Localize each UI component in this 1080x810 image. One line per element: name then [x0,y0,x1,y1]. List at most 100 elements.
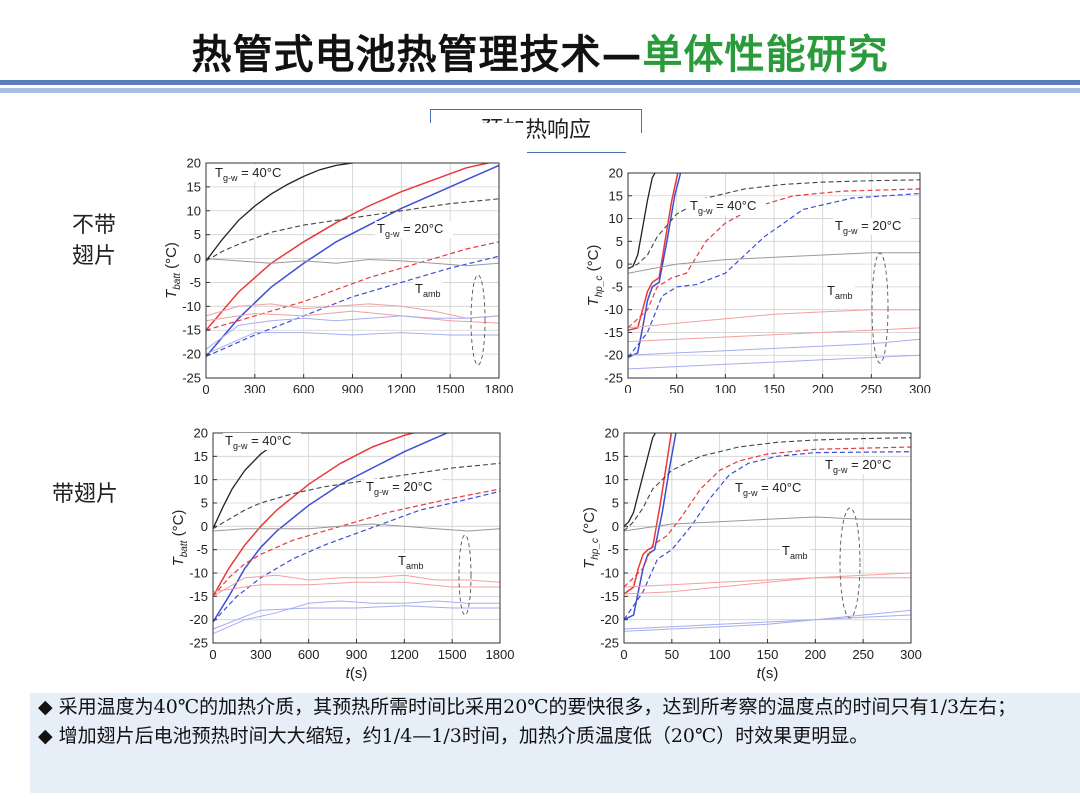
series-line-40c-blue-solid-2 [205,164,500,357]
plot-right-mask [500,433,530,643]
series-line-40c-blue-solid-2 [212,430,453,623]
annotation-bg [780,543,810,560]
x-tick-label: 600 [298,647,320,662]
y-tick-label: -15 [182,323,201,338]
plot-top-mask [204,123,527,163]
note-1-bullet: ◆ [38,696,53,718]
chart-no-fins-battery-temp: 0 300 600 900 1200 1500 1800-25-20-15-10-50510… [163,123,529,417]
plot-top-mask [622,393,939,433]
annotation-bg [213,165,291,182]
y-tick-label: -20 [600,612,619,627]
ambient-group-ellipse [871,252,889,364]
y-tick-label: -15 [600,589,619,604]
y-tick-label: 10 [194,472,208,487]
series-line-amb-blue-light-9 [623,614,912,630]
note-2-bullet: ◆ [38,725,53,747]
y-tick-label: -5 [607,542,619,557]
note-2-text: 增加翅片后电池预热时间大大缩短，约1/4—1/3时间，加热介质温度低（20℃）时… [58,725,869,747]
annotation-bg [833,218,911,235]
plot-right-mask [911,433,941,643]
plot-top-mask [626,133,948,173]
series-line-20c-red-dashed-4 [212,488,501,597]
series-line-amb-red-light-7 [205,303,500,319]
series-line-amb-red-light-8 [623,577,911,588]
series-line-40c-black-dashed-3 [205,198,500,262]
x-tick-label: 0 [202,382,209,397]
y-tick-label: 15 [609,188,623,203]
note-1-text: 采用温度为40℃的加热介质，其预热所需时间比采用20℃的要快很多，达到所考察的温… [58,696,1017,718]
series-line-amb-red-light-7 [627,309,920,329]
annotation-label: Tg-w = 40°C [225,433,291,451]
y-tick-label: 5 [201,496,208,511]
plot-top-mask [211,393,528,433]
series-line-amb-gray-light-6 [205,258,500,267]
series-line-amb-red-light-8 [205,310,500,324]
y-tick-label: -25 [182,371,201,386]
x-tick-label: 1800 [486,647,515,662]
series-line-20c-red-dashed-4 [623,446,912,588]
series-line-amb-gray-light-6 [212,523,501,532]
page-title: 热管式电池热管理技术—单体性能研究 [0,22,1080,80]
annotation-label: Tamb [827,283,852,301]
annotation-label: Tamb [398,553,423,571]
row-label-no-fins-line2: 翅片 [72,244,117,269]
title-rule-light [0,88,1080,93]
series-line-amb-blue-light-9 [212,600,500,635]
y-tick-label: -20 [604,348,623,363]
annotation-label: Tg-w = 20°C [835,218,901,236]
series-line-20c-blue-dashed-5 [623,451,912,621]
y-tick-label: -5 [611,279,623,294]
series-line-amb-gray-light-6 [623,516,911,532]
y-tick-label: 20 [194,426,208,441]
x-tick-label: 1200 [390,647,419,662]
y-tick-label: -10 [604,302,623,317]
series-line-40c-red-solid-1 [212,428,429,597]
annotation-label: Tg-w = 40°C [735,480,801,498]
annotation-bg [688,198,766,215]
y-tick-label: 15 [194,449,208,464]
series-line-20c-blue-dashed-5 [205,255,500,358]
annotation-bg [396,553,426,570]
annotation-bg [413,281,443,298]
annotation-label: Tg-w = 20°C [825,457,891,475]
y-tick-label: -25 [604,371,623,386]
y-tick-label: 5 [612,496,619,511]
series-line-amb-red-light-8 [627,327,921,343]
note-2: ◆ 增加翅片后电池预热时间大大缩短，约1/4—1/3时间，加热介质温度低（20℃… [30,722,1080,751]
series-line-20c-black-dashed-3 [623,437,912,532]
series-line-amb-red-light-7 [212,574,501,597]
annotation-bg [825,283,855,300]
annotation-bg [364,479,442,496]
series-line-amb-blue-light-10 [212,605,500,630]
y-tick-label: -20 [189,612,208,627]
series-line-amb-red-light-8 [212,581,500,593]
y-tick-label: -5 [196,542,208,557]
x-tick-label: 300 [900,647,922,662]
chart-fins-heatpipe-temp: 0 50 100 150 200 250 300 -25 -20 -15 -10 -5 0 5 10 15 20… [581,393,941,682]
y-tick-label: 0 [616,257,623,272]
y-tick-label: -10 [600,566,619,581]
chart-no-fins-heatpipe-temp: 0 50 100 150 200 250 300-25-20-15-10-505101520… [585,133,950,417]
y-tick-label: -25 [600,636,619,651]
y-tick-label: 5 [616,234,623,249]
series-line-20c-red-dashed-4 [627,188,921,329]
x-tick-label: 100 [709,647,731,662]
annotation-bg [823,457,901,474]
x-tick-label: 900 [346,647,368,662]
y-tick-label: 10 [605,472,619,487]
series-line-amb-blue-light-9 [205,315,500,350]
y-tick-label: 5 [194,227,201,242]
y-tick-label: 10 [609,211,623,226]
y-tick-label: -10 [182,299,201,314]
annotation-label: Tamb [415,281,440,299]
ambient-group-ellipse [470,274,486,366]
y-tick-label: -20 [182,347,201,362]
annotation-bg [223,433,301,450]
ambient-group-ellipse [458,534,472,616]
series-line-40c-blue-solid-2 [627,169,683,359]
note-1: ◆ 采用温度为40℃的加热介质，其预热所需时间比采用20℃的要快很多，达到所考察… [30,693,1080,722]
chart-fins-battery-temp: 0 300 600 900 1200 1500 1800 -25 -20 -15 -10 -5 0 5 10… [170,393,530,682]
series-line-20c-black-dashed-3 [212,462,501,530]
series-line-amb-blue-light-10 [623,609,912,632]
notes-box: ◆ 采用温度为40℃的加热介质，其预热所需时间比采用20℃的要快很多，达到所考察… [30,693,1080,793]
